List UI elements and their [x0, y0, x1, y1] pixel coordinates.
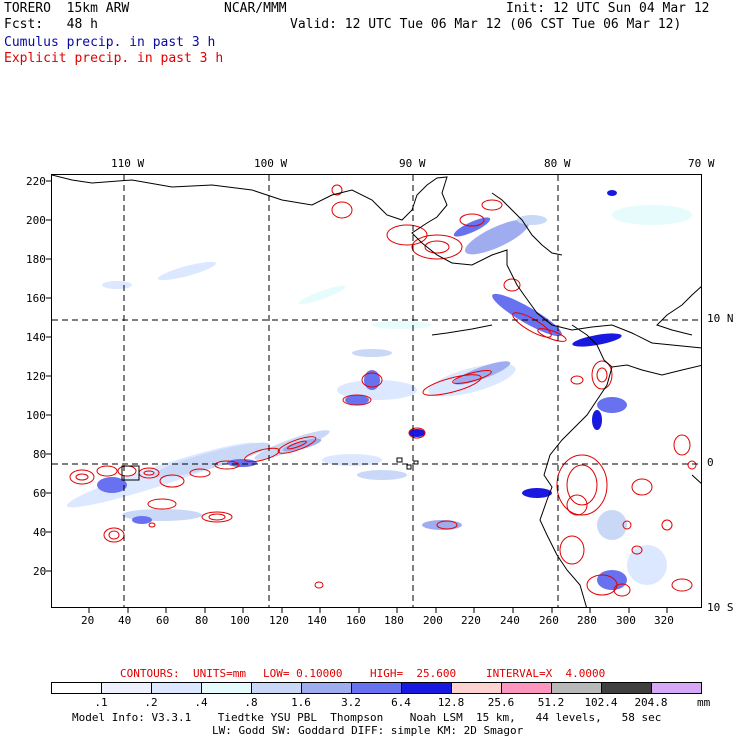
legend-label: 3.2 [341, 696, 361, 709]
legend-label: 12.8 [437, 696, 465, 709]
legend-swatch [451, 682, 502, 694]
lon-label: 110 W [111, 157, 145, 170]
legend-label: .2 [144, 696, 158, 709]
y-tick-label: 160 [26, 292, 46, 305]
x-tick-label: 220 [461, 614, 481, 627]
legend-label: 204.8 [634, 696, 668, 709]
legend-unit: mm [697, 696, 711, 709]
organization: NCAR/MMM [224, 1, 287, 16]
y-tick-label: 220 [26, 175, 46, 188]
legend-swatch [501, 682, 552, 694]
x-tick-label: 240 [500, 614, 520, 627]
y-tick-label: 100 [26, 409, 46, 422]
x-tick-label: 140 [307, 614, 327, 627]
legend-label: 25.6 [487, 696, 515, 709]
y-tick-label: 80 [33, 448, 47, 461]
legend-label: 6.4 [391, 696, 411, 709]
inset-box [121, 465, 140, 481]
x-tick-label: 40 [118, 614, 132, 627]
precip-map [51, 174, 702, 608]
lat-label: 0 [707, 456, 714, 469]
lat-lon-grid [52, 175, 701, 607]
lat-label: 10 S [707, 601, 734, 614]
legend-swatch [151, 682, 202, 694]
x-tick-label: 320 [654, 614, 674, 627]
x-tick-label: 160 [346, 614, 366, 627]
y-tick-label: 200 [26, 214, 46, 227]
y-tick-label: 140 [26, 331, 46, 344]
x-tick-label: 280 [577, 614, 597, 627]
cumulus-precip-shading [66, 190, 692, 590]
contours-units: UNITS=mm [193, 667, 246, 680]
x-tick-label: 180 [384, 614, 404, 627]
x-tick-label: 60 [156, 614, 170, 627]
contours-low: LOW= 0.10000 [263, 667, 343, 680]
y-tick-label: 120 [26, 370, 46, 383]
legend-label: .4 [194, 696, 208, 709]
x-tick-label: 200 [423, 614, 443, 627]
contours-high: HIGH= 25.600 [370, 667, 457, 680]
legend-swatch [201, 682, 252, 694]
legend-label: .1 [94, 696, 108, 709]
forecast-hour: Fcst: 48 h [4, 17, 98, 32]
valid-time: Valid: 12 UTC Tue 06 Mar 12 (06 CST Tue … [290, 17, 682, 32]
legend-swatch [251, 682, 302, 694]
legend-label: .8 [244, 696, 258, 709]
x-tick-label: 80 [195, 614, 209, 627]
coastlines [52, 175, 701, 607]
legend-swatch [551, 682, 602, 694]
legend-swatch [401, 682, 452, 694]
lon-label: 80 W [544, 157, 571, 170]
x-tick-label: 100 [230, 614, 250, 627]
legend-swatch [101, 682, 152, 694]
map-canvas [52, 175, 701, 607]
y-tick-label: 60 [33, 487, 47, 500]
legend-label: 1.6 [291, 696, 311, 709]
x-tick-label: 20 [81, 614, 95, 627]
y-tick-label: 180 [26, 253, 46, 266]
contours-interval: INTERVAL=X 4.0000 [486, 667, 606, 680]
cumulus-title: Cumulus precip. in past 3 h [4, 35, 216, 50]
x-tick-label: 300 [616, 614, 636, 627]
x-tick-label: 120 [269, 614, 289, 627]
legend-swatch [351, 682, 402, 694]
model-name: TORERO 15km ARW [4, 1, 130, 16]
legend-label: 102.4 [584, 696, 618, 709]
y-tick-label: 20 [33, 565, 47, 578]
lon-label: 100 W [254, 157, 288, 170]
legend-swatch [651, 682, 702, 694]
legend-swatch [301, 682, 352, 694]
lon-label: 90 W [399, 157, 426, 170]
x-tick-label: 260 [539, 614, 559, 627]
init-time: Init: 12 UTC Sun 04 Mar 12 [506, 1, 710, 16]
explicit-title: Explicit precip. in past 3 h [4, 51, 224, 66]
model-info: Model Info: V3.3.1 Tiedtke YSU PBL Thomp… [72, 711, 662, 724]
y-tick-label: 40 [33, 526, 47, 539]
contours-label: CONTOURS: [120, 667, 180, 680]
legend-swatch [601, 682, 652, 694]
lat-label: 10 N [707, 312, 734, 325]
physics-info: LW: Godd SW: Goddard DIFF: simple KM: 2D… [212, 724, 524, 737]
legend-swatch [51, 682, 102, 694]
lon-label: 70 W [688, 157, 715, 170]
explicit-precip-contours [69, 184, 697, 597]
legend-label: 51.2 [537, 696, 565, 709]
